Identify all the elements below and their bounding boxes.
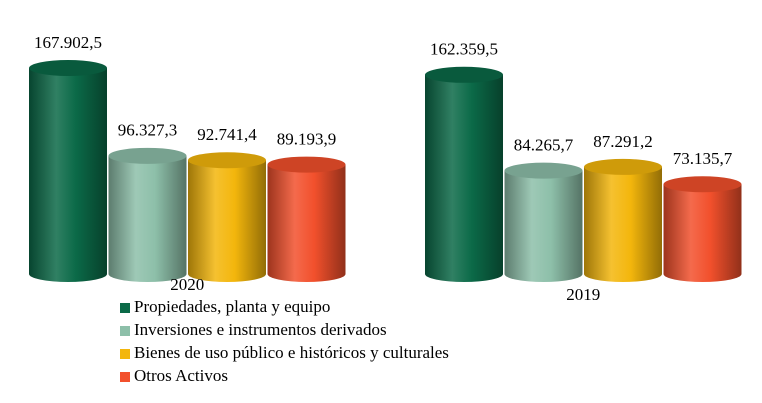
bar-top <box>663 176 742 193</box>
bar-top <box>188 152 266 169</box>
legend-label: Otros Activos <box>134 366 228 385</box>
data-label: 87.291,2 <box>593 132 653 151</box>
bar-top <box>504 162 583 179</box>
data-label: 84.265,7 <box>514 136 574 155</box>
bar <box>29 68 107 274</box>
legend-swatch <box>120 349 130 359</box>
bar-top <box>267 156 346 173</box>
data-label: 89.193,9 <box>277 129 337 148</box>
legend-swatch <box>120 372 130 382</box>
bar <box>425 74 503 274</box>
x-tick-label: 2020 <box>170 275 204 294</box>
bar-top <box>108 147 187 164</box>
x-tick-label: 2019 <box>566 285 600 304</box>
bar-top <box>425 66 503 83</box>
bar-top <box>584 158 662 175</box>
data-label: 96.327,3 <box>118 121 178 140</box>
bar <box>504 170 583 274</box>
bar <box>108 155 187 274</box>
legend-label: Propiedades, planta y equipo <box>134 297 330 316</box>
bar <box>584 166 662 274</box>
bar-top <box>29 60 107 76</box>
legend-label: Bienes de uso público e históricos y cul… <box>134 343 449 362</box>
legend-swatch <box>120 326 130 336</box>
data-label: 92.741,4 <box>197 125 257 144</box>
data-label: 167.902,5 <box>34 33 102 52</box>
bar <box>188 160 266 274</box>
legend-swatch <box>120 303 130 313</box>
bar <box>663 184 742 274</box>
bar <box>267 164 346 274</box>
legend-label: Inversiones e instrumentos derivados <box>134 320 387 339</box>
data-label: 162.359,5 <box>430 40 498 59</box>
data-label: 73.135,7 <box>673 149 733 168</box>
